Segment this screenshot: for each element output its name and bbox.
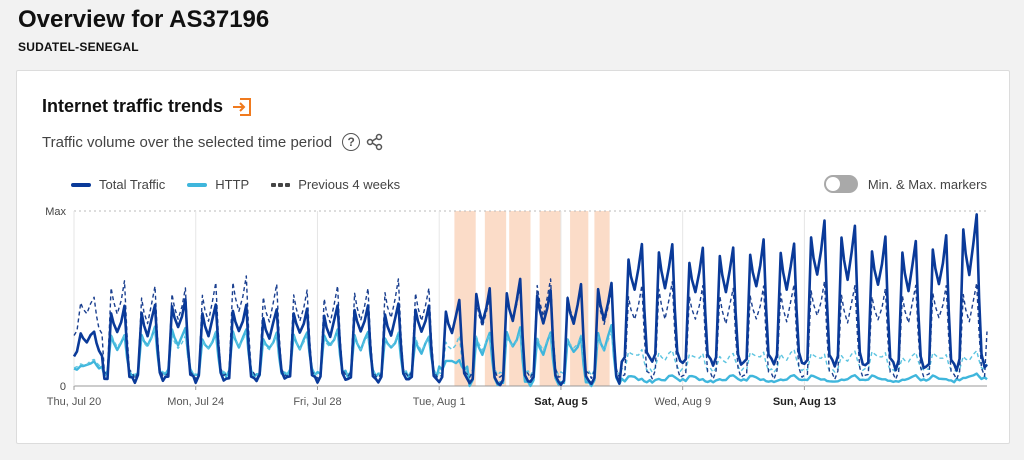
x-tick-label-6: Sun, Aug 13 (773, 396, 836, 408)
chart-series (72, 213, 988, 388)
legend-http[interactable]: HTTP (187, 177, 249, 192)
card-title-row: Internet traffic trends (42, 96, 253, 117)
traffic-chart: Max 0 Thu, Jul 20 Mon, Jul 24 Fri, Jul 28 Tue… (45, 206, 988, 408)
card-description: Traffic volume over the selected time pe… (42, 133, 333, 151)
legend-total-label: Total Traffic (99, 177, 166, 192)
help-icon[interactable]: ? (342, 133, 361, 151)
legend-previous-4-weeks[interactable]: Previous 4 weeks (271, 177, 400, 192)
open-in-icon[interactable] (231, 97, 253, 117)
card-title: Internet traffic trends (42, 96, 224, 116)
x-tick-label-4: Sat, Aug 5 (534, 396, 587, 408)
legend-http-label: HTTP (215, 177, 250, 192)
page-subtitle: SUDATEL-SENEGAL (18, 40, 139, 54)
legend-http-swatch (187, 182, 208, 187)
chart-legend: Total Traffic HTTP Previous 4 weeks (71, 177, 400, 192)
legend-total-traffic[interactable]: Total Traffic (71, 177, 165, 192)
x-tick-label-2: Fri, Jul 28 (293, 396, 341, 408)
toggle-knob (825, 177, 840, 191)
legend-prev-swatch (271, 182, 291, 187)
min-max-markers-control: Min. & Max. markers (823, 175, 987, 193)
min-max-markers-toggle[interactable] (823, 175, 858, 193)
series-line-previous-4-weeks-http- (73, 327, 988, 377)
x-tick-label-5: Wed, Aug 9 (654, 396, 711, 408)
page-title: Overview for AS37196 (18, 6, 270, 33)
x-tick-label-0: Thu, Jul 20 (47, 396, 101, 408)
x-tick-label-1: Mon, Jul 24 (167, 396, 224, 408)
series-line-http (73, 323, 988, 388)
legend-total-swatch (71, 182, 91, 187)
outage-band-0 (454, 211, 476, 386)
legend-prev-label: Previous 4 weeks (298, 177, 401, 192)
series-line-total-traffic (72, 213, 988, 387)
traffic-trends-card: Internet traffic trends Traffic volume o… (16, 70, 1010, 444)
share-icon[interactable] (366, 133, 384, 151)
min-max-markers-label: Min. & Max. markers (867, 176, 987, 192)
y-tick-label-max: Max (45, 206, 66, 218)
x-tick-label-3: Tue, Aug 1 (413, 396, 466, 408)
y-tick-label-zero: 0 (60, 381, 66, 393)
chart-axes: Max 0 Thu, Jul 20 Mon, Jul 24 Fri, Jul 28 Tue… (45, 206, 836, 408)
card-description-row: Traffic volume over the selected time pe… (42, 133, 384, 151)
